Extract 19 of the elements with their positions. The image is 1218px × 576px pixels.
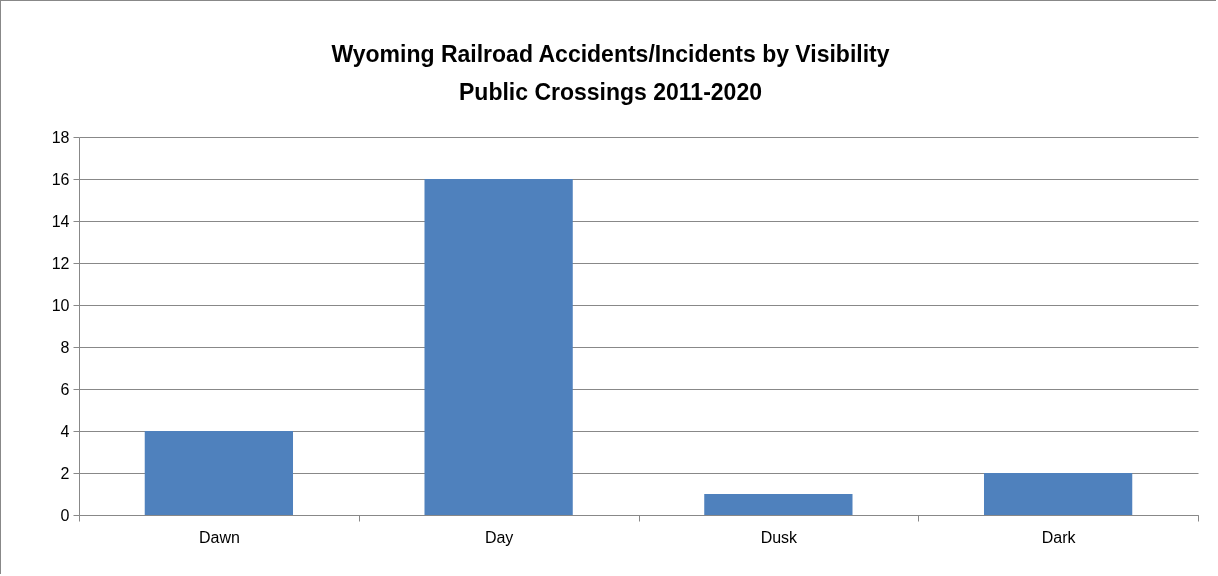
x-tick-label: Dusk [760,528,799,546]
bar [424,179,573,515]
y-tick-label: 10 [51,296,70,314]
x-tick-label: Dark [1041,528,1077,546]
bar [983,473,1133,515]
y-tick-label: 2 [60,464,70,482]
x-tick-label: Dawn [198,528,240,546]
chart-title: Wyoming Railroad Accidents/Incidents by Visibility Public Crossings 2011-2020 [331,41,890,105]
y-tick-label: 18 [51,128,70,146]
y-tick-label: 6 [60,380,70,398]
bar [704,494,853,515]
y-tick-label: 14 [51,212,70,230]
y-tick-label: 0 [60,506,70,524]
y-tick-label: 16 [51,170,70,188]
y-tick-label: 12 [51,254,70,272]
y-tick-label: 4 [60,422,70,440]
bar [144,431,294,515]
x-tick-label: Day [484,528,514,546]
y-tick-label: 8 [60,338,70,356]
